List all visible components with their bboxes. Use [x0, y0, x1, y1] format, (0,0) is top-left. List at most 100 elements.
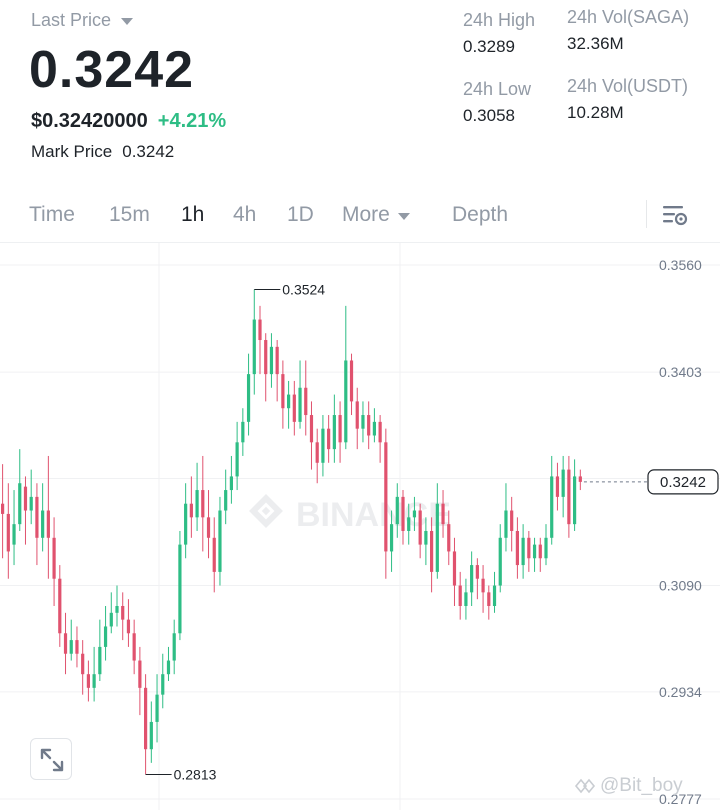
candle-body	[475, 565, 479, 579]
candle-body	[86, 674, 90, 688]
y-tick-label: 0.2934	[659, 684, 702, 700]
candle-body	[418, 510, 422, 545]
tab-1h[interactable]: 1h	[181, 203, 205, 226]
candle-body	[281, 374, 285, 409]
candle-body	[561, 469, 565, 497]
candle-body	[126, 619, 131, 634]
candle-body	[189, 503, 193, 518]
watermark-text: BINANCE	[296, 496, 451, 534]
candle-body	[121, 605, 125, 620]
candle-body	[144, 687, 148, 750]
tab-more[interactable]: More	[342, 203, 410, 227]
candle-body	[573, 476, 577, 525]
candle-body	[492, 585, 497, 606]
stat-value: 0.3289	[463, 37, 515, 56]
markers: 0.3524 0.2813 0.3242	[145, 282, 719, 782]
candle-body	[63, 633, 68, 654]
candle-body	[407, 517, 411, 531]
candle-body	[481, 578, 485, 593]
candle-body	[292, 394, 296, 422]
tab-1d[interactable]: 1D	[287, 203, 314, 226]
candle-body	[372, 421, 376, 436]
candle-body	[241, 421, 245, 443]
y-tick-label: 0.3560	[659, 257, 702, 273]
last-price-selector[interactable]: Last Price	[31, 10, 134, 31]
candle-body	[504, 510, 508, 538]
candle-body	[435, 503, 439, 572]
candle-body	[538, 544, 542, 559]
ticker-header: Last Price 0.3242 $0.32420000 +4.21% Mar…	[0, 0, 720, 190]
candle-body	[361, 415, 365, 429]
candle-body	[184, 503, 188, 545]
candle-body	[178, 544, 182, 634]
candle-body	[367, 415, 371, 436]
candle-body	[18, 483, 22, 525]
candle-body	[149, 721, 153, 750]
candle-body	[378, 421, 382, 443]
candle-body	[487, 592, 491, 606]
candle-body	[195, 490, 199, 518]
y-tick-label: 0.3090	[659, 578, 702, 594]
candle-body	[69, 640, 73, 654]
expand-icon	[40, 748, 64, 772]
candle-body	[75, 640, 79, 654]
candle-body	[349, 360, 354, 402]
candle-body	[309, 415, 314, 443]
usd-price: $0.32420000	[31, 110, 148, 132]
stat-label: 24h High	[463, 10, 536, 30]
candle-body	[23, 486, 28, 511]
watermark-logo-icon	[574, 778, 596, 794]
mark-price-value: 0.3242	[122, 142, 175, 161]
candle-body	[498, 537, 502, 586]
candle-body	[355, 401, 359, 429]
candle-body	[401, 496, 405, 531]
candle-body	[235, 442, 239, 477]
candle-body	[6, 513, 10, 552]
chart-grid	[0, 243, 720, 810]
candle-body	[269, 346, 274, 375]
candlestick-chart[interactable]: BINANCE 0.35600.34030.32470.30900.29340.…	[0, 243, 720, 810]
tab-more-label: More	[342, 203, 390, 226]
stat-24h-low: 24h Low 0.3058	[463, 79, 531, 126]
candle-body	[46, 510, 50, 538]
stat-value: 10.28M	[567, 103, 624, 122]
stat-24h-high: 24h High 0.3289	[463, 10, 535, 57]
current-price-label: 0.3242	[660, 474, 706, 491]
candle-body	[555, 476, 560, 497]
chart-settings-icon[interactable]	[660, 202, 690, 228]
tab-15m[interactable]: 15m	[109, 203, 150, 226]
stat-value: 32.36M	[567, 34, 624, 53]
candle-body	[252, 319, 256, 375]
candle-body	[109, 612, 113, 627]
candle-body	[103, 626, 108, 647]
candle-body	[510, 510, 514, 531]
tab-4h[interactable]: 4h	[233, 203, 257, 226]
candle-body	[550, 476, 554, 538]
stat-24h-vol-base: 24h Vol(SAGA) 32.36M	[567, 7, 689, 54]
caret-down-icon	[121, 18, 134, 25]
candle-body	[298, 387, 302, 422]
user-watermark: @Bit_boy	[574, 775, 683, 797]
stat-label: 24h Vol(USDT)	[567, 76, 689, 96]
y-tick-label: 0.2777	[659, 791, 702, 807]
candle-body	[224, 490, 228, 511]
tab-time[interactable]: Time	[29, 203, 75, 226]
tab-depth[interactable]: Depth	[452, 203, 509, 226]
candle-body	[470, 565, 474, 593]
fullscreen-button[interactable]	[30, 738, 72, 780]
candle-body	[452, 551, 457, 586]
candle-body	[35, 496, 39, 538]
candle-body	[172, 633, 176, 661]
candle-body	[246, 374, 251, 422]
mark-price-row: Mark Price 0.3242	[31, 142, 174, 162]
candle-body	[166, 660, 171, 675]
watermark-username: @Bit_boy	[600, 775, 683, 796]
percent-change: +4.21%	[157, 110, 227, 132]
candle-body	[1, 503, 5, 514]
candle-body	[521, 537, 525, 566]
high-marker-label: 0.3524	[282, 282, 325, 298]
candle-body	[132, 633, 136, 661]
candle-body	[229, 476, 233, 491]
candle-body	[52, 537, 56, 579]
